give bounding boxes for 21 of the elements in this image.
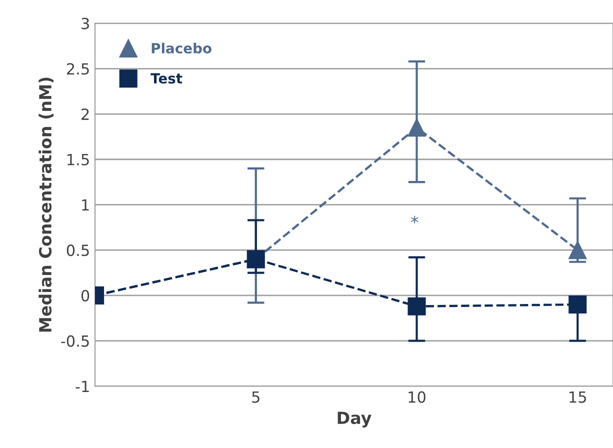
x-tick-label: 5 xyxy=(252,392,260,403)
y-tick-label: 1.5 xyxy=(68,154,89,166)
y-tick-label: -0.5 xyxy=(61,335,89,347)
legend-label: Placebo xyxy=(152,42,212,54)
legend-label: Test xyxy=(150,73,182,84)
y-tick-label: 0 xyxy=(81,290,90,302)
point xyxy=(568,296,587,314)
y-axis-title: Median Concentration (nM) xyxy=(38,78,54,332)
y-tick-label: 2 xyxy=(82,108,89,120)
annotation: * xyxy=(410,216,418,224)
x-tick-label: 15 xyxy=(570,392,586,403)
point xyxy=(408,297,426,316)
y-tick-label: 2.5 xyxy=(66,63,89,75)
y-tick-label: 3 xyxy=(82,18,89,30)
point xyxy=(408,118,426,137)
point xyxy=(568,241,587,260)
y-tick-label: 1 xyxy=(82,199,89,211)
y-tick-label: 0.5 xyxy=(66,244,89,256)
y-tick-label: -1 xyxy=(76,380,89,392)
x-axis-title: Day xyxy=(338,412,372,428)
x-tick-label: 10 xyxy=(408,391,426,403)
